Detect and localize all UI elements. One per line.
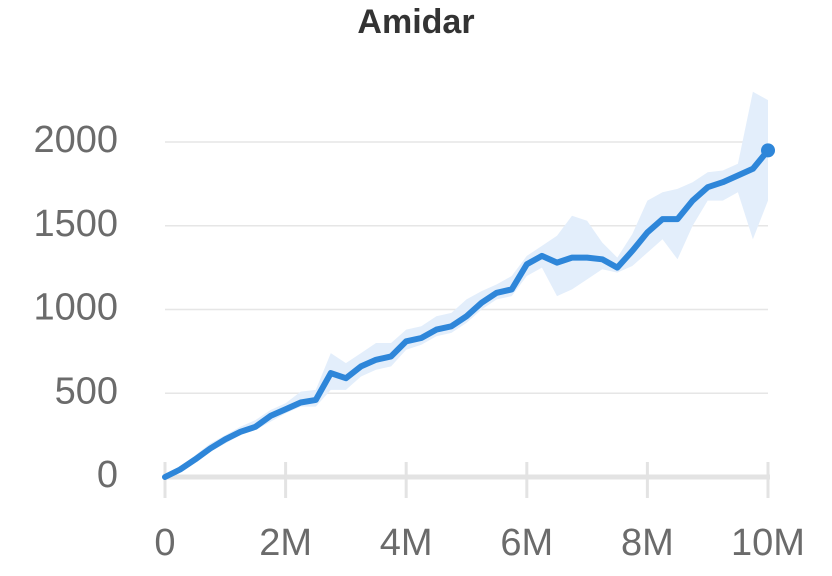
chart-title: Amidar <box>357 3 474 41</box>
y-tick-label: 2000 <box>33 119 118 161</box>
y-tick-label: 1000 <box>33 287 118 329</box>
line <box>162 147 771 480</box>
y-tick-label: 0 <box>97 454 118 496</box>
x-tick-label: 0 <box>154 522 175 564</box>
x-tick-label: 2M <box>259 522 312 564</box>
x-tick-label: 6M <box>500 522 553 564</box>
x-tick-label: 4M <box>380 522 433 564</box>
confidence-band <box>165 91 768 478</box>
x-tick-label: 8M <box>621 522 674 564</box>
end-point <box>761 143 775 158</box>
y-tick-label: 1500 <box>33 203 118 245</box>
y-tick-label: 500 <box>55 370 118 412</box>
x-tick-label: 10M <box>731 522 805 564</box>
